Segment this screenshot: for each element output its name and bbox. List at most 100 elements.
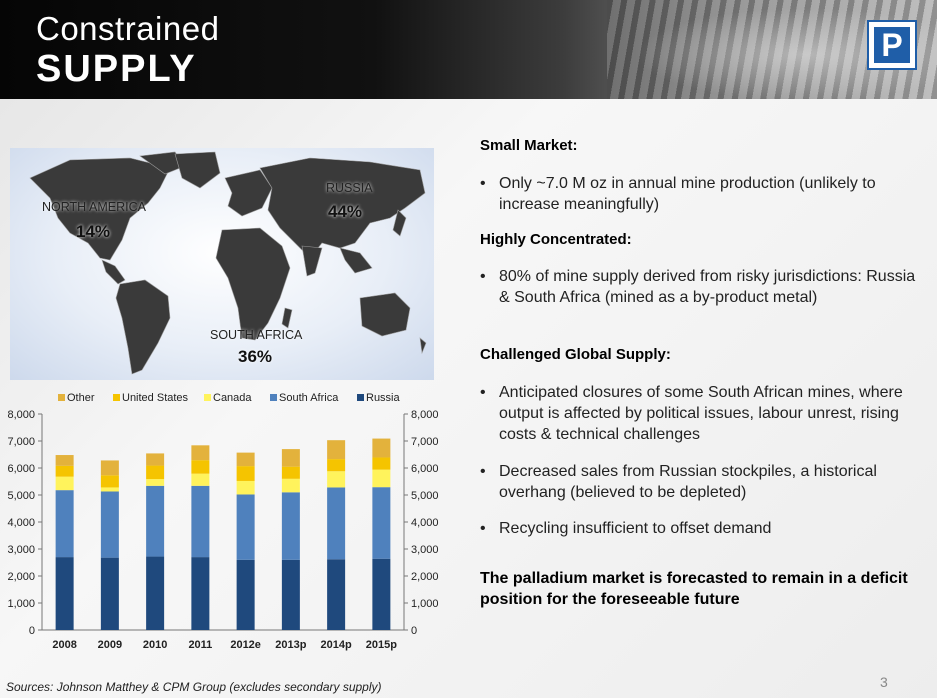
- y-tick-label-right: 5,000: [411, 490, 439, 502]
- bar-segment: [327, 471, 346, 488]
- south-africa-label: SOUTH AFRICA: [210, 328, 303, 342]
- bullet-2-text: 80% of mine supply derived from risky ju…: [499, 268, 916, 306]
- bar-segment: [55, 476, 74, 491]
- world-map-shapes: [29, 151, 427, 375]
- y-tick-label-left: 3,000: [7, 544, 35, 556]
- bullet-4-text: Decreased sales from Russian stockpiles,…: [499, 463, 877, 501]
- y-tick-label-right: 4,000: [411, 517, 439, 529]
- conclusion-text: The palladium market is forecasted to re…: [480, 570, 908, 608]
- bar-segment: [327, 487, 346, 560]
- bar-segment: [327, 559, 346, 630]
- y-tick-label-left: 0: [29, 625, 35, 637]
- legend-label: Other: [67, 392, 95, 404]
- bar-segment: [236, 480, 255, 495]
- y-tick-label-left: 1,000: [7, 598, 35, 610]
- x-tick-label: 2013p: [275, 639, 306, 651]
- legend-label: South Africa: [279, 392, 339, 404]
- bar-segment: [146, 465, 165, 480]
- y-tick-label-right: 7,000: [411, 436, 439, 448]
- y-tick-label-left: 4,000: [7, 517, 35, 529]
- russia-pct: 44%: [328, 202, 363, 221]
- legend-swatch: [357, 394, 364, 401]
- x-tick-label: 2008: [52, 639, 76, 651]
- bar-segment: [191, 460, 210, 474]
- supply-chart: 0 0 1,000 1,000 2,000 2,000 3,000 3,000 4,000 4,0…: [7, 392, 439, 651]
- page-number: 3: [880, 674, 888, 690]
- heading-challenged-supply: Challenged Global Supply:: [480, 346, 671, 363]
- legend-swatch: [270, 394, 277, 401]
- bar-segment: [372, 487, 391, 559]
- bar-segment: [327, 440, 346, 460]
- bar-segment: [281, 492, 300, 560]
- bar-segment: [100, 487, 119, 492]
- y-tick-label-right: 2,000: [411, 571, 439, 583]
- bar-segment: [372, 457, 391, 470]
- y-tick-label-left: 2,000: [7, 571, 35, 583]
- bullet-marker: •: [480, 268, 486, 285]
- russia-label: RUSSIA: [326, 181, 373, 195]
- bar-segment: [146, 453, 165, 466]
- bar-segment: [191, 473, 210, 486]
- bar-segment: [100, 557, 119, 630]
- y-tick-label-right: 1,000: [411, 598, 439, 610]
- bar-segment: [100, 460, 119, 476]
- bullet-marker: •: [480, 384, 486, 401]
- y-tick-label-right: 6,000: [411, 463, 439, 475]
- x-tick-label: 2010: [143, 639, 167, 651]
- bar-segment: [281, 466, 300, 479]
- bar-segment: [372, 438, 391, 458]
- header-banner: Constrained SUPPLY P: [0, 0, 937, 99]
- bar-segment: [55, 465, 74, 477]
- y-tick-label-left: 7,000: [7, 436, 35, 448]
- bar-segment: [327, 459, 346, 472]
- legend-swatch: [204, 394, 211, 401]
- bar-segment: [372, 469, 391, 488]
- world-map: NORTH AMERICA 14% RUSSIA 44% SOUTH AFRIC…: [10, 148, 434, 380]
- y-tick-label-right: 0: [411, 625, 417, 637]
- bar-segment: [146, 556, 165, 630]
- bar-segment: [146, 479, 165, 486]
- x-tick-label: 2015p: [366, 639, 397, 651]
- bar-segment: [55, 455, 74, 466]
- north-america-label: NORTH AMERICA: [42, 200, 146, 214]
- x-tick-label: 2009: [98, 639, 122, 651]
- bar-segment: [191, 445, 210, 461]
- bullet-marker: •: [480, 175, 486, 192]
- bar-segment: [100, 491, 119, 558]
- sources-note: Sources: Johnson Matthey & CPM Group (ex…: [6, 680, 382, 694]
- logo-letter: P: [874, 27, 910, 63]
- y-tick-label-left: 8,000: [7, 409, 35, 421]
- bar-segment: [191, 485, 210, 558]
- bullet-5-text: Recycling insufficient to offset demand: [499, 520, 772, 537]
- bar-segment: [236, 452, 255, 467]
- bar-segment: [55, 490, 74, 558]
- bar-segment: [100, 475, 119, 488]
- legend-label: Russia: [366, 392, 401, 404]
- bar-segment: [236, 494, 255, 560]
- bar-segment: [236, 559, 255, 630]
- bar-segment: [146, 485, 165, 557]
- company-logo: P: [867, 20, 917, 70]
- x-tick-label: 2012e: [230, 639, 261, 651]
- bullet-marker: •: [480, 520, 486, 537]
- y-tick-label-right: 3,000: [411, 544, 439, 556]
- heading-small-market: Small Market:: [480, 137, 578, 154]
- legend-label: United States: [122, 392, 189, 404]
- legend-swatch: [113, 394, 120, 401]
- title-line1: Constrained: [36, 10, 220, 47]
- title-line2: SUPPLY: [36, 48, 197, 90]
- y-tick-label-left: 6,000: [7, 463, 35, 475]
- bar-segment: [236, 466, 255, 481]
- south-africa-pct: 36%: [238, 347, 273, 366]
- y-tick-label-left: 5,000: [7, 490, 35, 502]
- bullet-1-text: Only ~7.0 M oz in annual mine production…: [499, 175, 876, 213]
- x-tick-label: 2014p: [321, 639, 352, 651]
- heading-highly-concentrated: Highly Concentrated:: [480, 231, 632, 248]
- bar-segment: [281, 559, 300, 630]
- x-tick-label: 2011: [188, 639, 212, 651]
- bar-segment: [372, 558, 391, 630]
- legend-label: Canada: [213, 392, 252, 404]
- bullet-3-text: Anticipated closures of some South Afric…: [499, 384, 903, 443]
- bar-segment: [281, 449, 300, 467]
- bullet-marker: •: [480, 463, 486, 480]
